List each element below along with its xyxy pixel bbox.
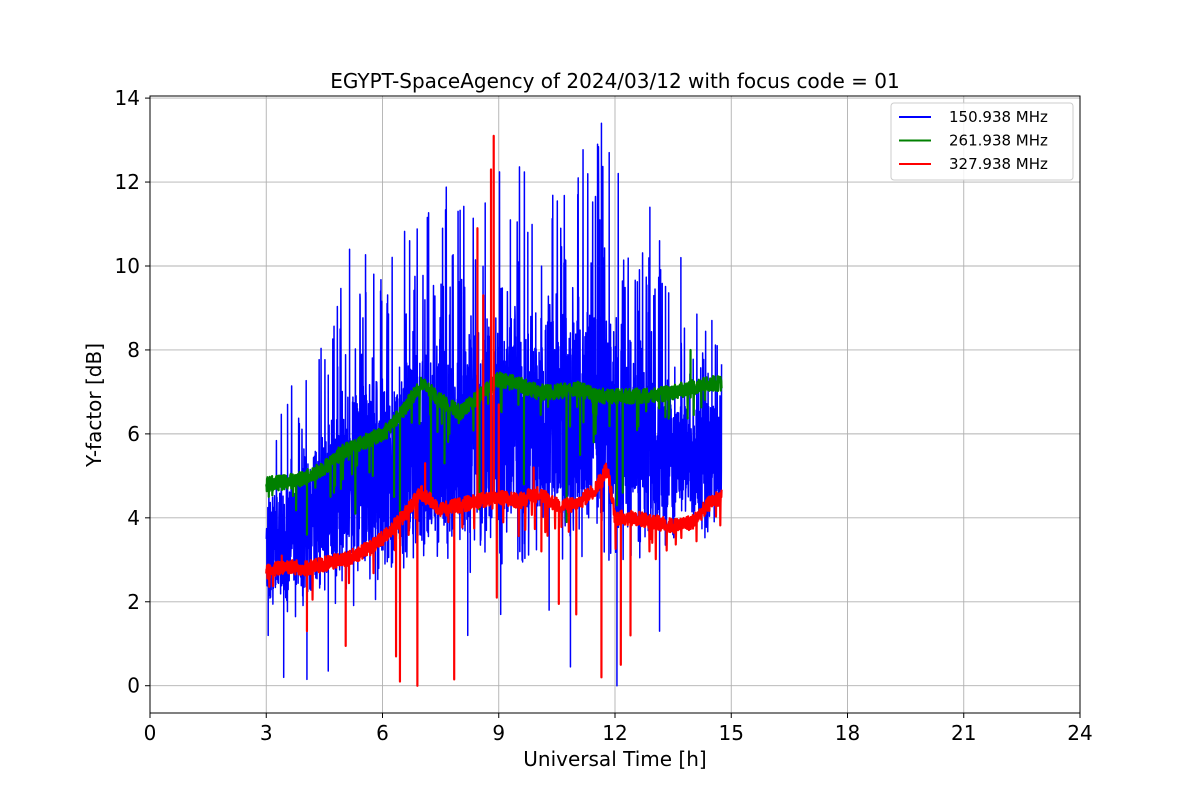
x-tick-label: 15	[719, 721, 744, 745]
series-line-3	[265, 134, 723, 687]
y-axis: 0 2 4 6 8 10 12 14	[115, 86, 150, 698]
y-tick-label: 14	[115, 86, 140, 110]
chart-title: EGYPT-SpaceAgency of 2024/03/12 with foc…	[330, 69, 899, 93]
x-tick-label: 0	[144, 721, 157, 745]
legend-label: 150.938 MHz	[949, 108, 1048, 126]
y-tick-label: 8	[127, 338, 140, 362]
y-tick-label: 4	[127, 506, 140, 530]
y-axis-label: Y-factor [dB]	[82, 343, 106, 468]
x-tick-label: 18	[835, 721, 860, 745]
x-tick-label: 6	[376, 721, 389, 745]
y-tick-label: 6	[127, 422, 140, 446]
y-tick-label: 12	[115, 170, 140, 194]
legend-box	[890, 102, 1074, 181]
x-tick-label: 3	[260, 721, 273, 745]
legend: 150.938 MHz 261.938 MHz 327.938 MHz	[890, 102, 1074, 181]
legend-label: 261.938 MHz	[949, 132, 1048, 150]
y-tick-label: 0	[127, 674, 140, 698]
x-tick-label: 9	[492, 721, 505, 745]
x-axis-label: Universal Time [h]	[523, 747, 706, 771]
y-tick-label: 10	[115, 254, 140, 278]
series-layer	[265, 122, 723, 687]
x-tick-label: 12	[602, 721, 627, 745]
x-tick-label: 24	[1067, 721, 1092, 745]
y-tick-label: 2	[127, 590, 140, 614]
legend-label: 327.938 MHz	[949, 155, 1048, 173]
x-tick-label: 21	[951, 721, 976, 745]
x-axis: 0 3 6 9 12 15 18 21 24	[144, 713, 1093, 745]
